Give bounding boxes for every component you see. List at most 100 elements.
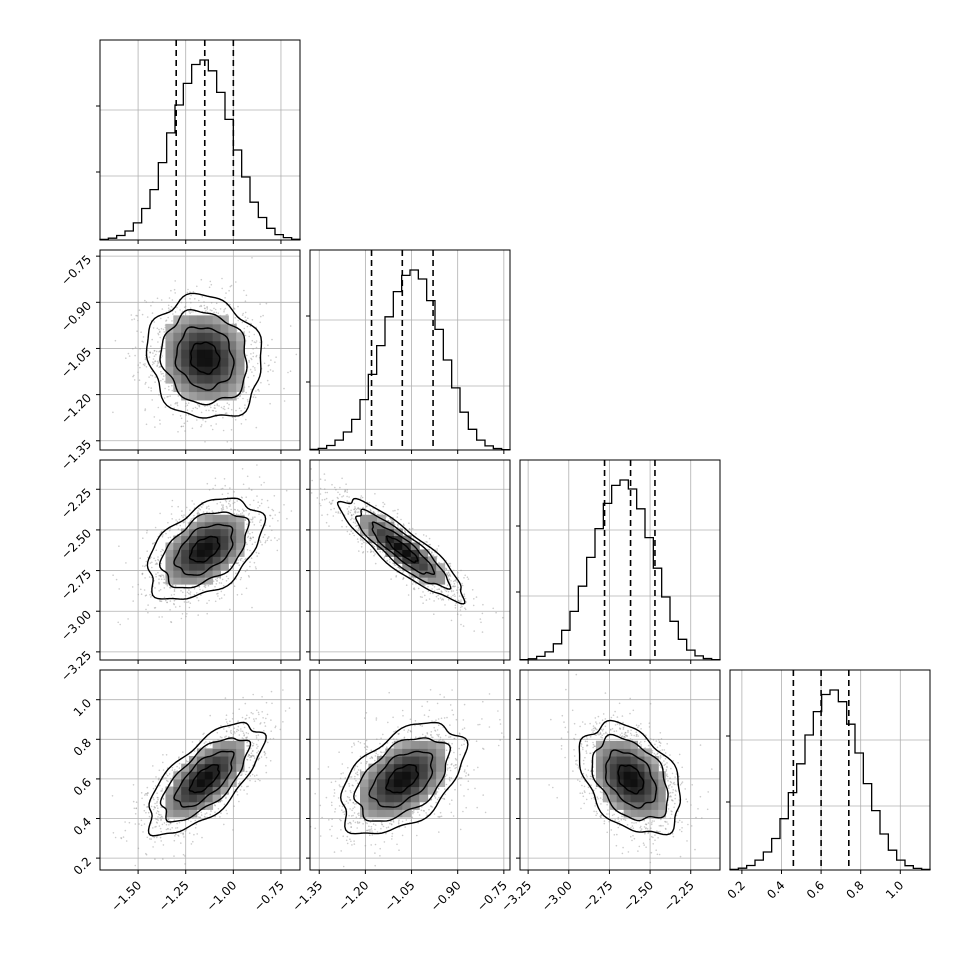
scatter-point (414, 720, 417, 722)
scatter-point (236, 509, 239, 511)
scatter-point (174, 835, 176, 837)
scatter-point (455, 602, 458, 604)
scatter-point (240, 728, 242, 730)
scatter-point (369, 508, 372, 511)
density-cell (616, 740, 625, 749)
scatter-point (375, 719, 378, 721)
scatter-point (652, 738, 655, 741)
scatter-point (678, 819, 681, 822)
scatter-point (176, 306, 178, 309)
scatter-point (560, 745, 563, 747)
scatter-point (155, 812, 158, 814)
scatter-point (158, 813, 160, 816)
scatter-point (261, 696, 263, 698)
scatter-point (204, 420, 207, 423)
scatter-point (495, 611, 497, 614)
scatter-point (239, 789, 242, 791)
scatter-point (356, 765, 359, 768)
scatter-point (204, 816, 207, 819)
scatter-point (235, 513, 238, 515)
scatter-point (670, 810, 672, 812)
scatter-point (464, 574, 467, 577)
scatter-point (288, 707, 291, 709)
scatter-point (142, 363, 145, 366)
scatter-point (225, 718, 227, 721)
contour-line (355, 508, 452, 590)
scatter-point (191, 500, 193, 502)
density-cell (658, 801, 666, 810)
scatter-point (455, 766, 458, 769)
scatter-point (233, 512, 235, 515)
scatter-point (616, 716, 619, 718)
scatter-point (591, 792, 594, 794)
scatter-point (152, 352, 154, 354)
scatter-point (219, 577, 221, 580)
density-cell (196, 778, 206, 788)
scatter-point (158, 769, 161, 772)
scatter-point (200, 305, 203, 308)
scatter-point (401, 820, 404, 823)
scatter-point (366, 822, 368, 825)
scatter-point (249, 775, 252, 777)
scatter-point (645, 827, 647, 829)
density-cell (212, 528, 221, 537)
density-cell (212, 756, 221, 765)
density-cell (173, 535, 182, 543)
scatter-point (233, 805, 235, 807)
scatter-point (467, 780, 470, 782)
scatter-point (248, 335, 250, 338)
density-cell (637, 771, 645, 780)
scatter-point (225, 580, 228, 582)
scatter-point (425, 812, 427, 814)
scatter-point (194, 406, 197, 409)
scatter-point (171, 389, 174, 392)
scatter-point (439, 693, 441, 696)
scatter-point (248, 359, 250, 362)
scatter-point (445, 749, 448, 752)
scatter-point (669, 817, 672, 820)
density-cell (228, 323, 237, 333)
density-cell (595, 756, 604, 765)
scatter-point (221, 277, 223, 280)
density-cell (212, 374, 221, 384)
scatter-point (603, 820, 606, 822)
scatter-point (222, 416, 224, 419)
scatter-point (684, 788, 686, 790)
scatter-point (362, 506, 364, 509)
density-cell (376, 771, 386, 780)
scatter-point (431, 551, 433, 554)
scatter-point (185, 402, 187, 405)
scatter-point (125, 357, 127, 360)
scatter-point (139, 557, 141, 559)
scatter-point (245, 391, 247, 394)
scatter-point (233, 501, 236, 504)
scatter-point (418, 814, 421, 816)
scatter-point (417, 579, 419, 581)
scatter-point (238, 782, 241, 785)
scatter-point (145, 811, 147, 814)
scatter-point (457, 599, 460, 602)
density-cell (228, 332, 237, 342)
scatter-point (171, 320, 173, 322)
density-cell (651, 786, 659, 795)
scatter-point (176, 401, 179, 404)
scatter-point (161, 308, 164, 310)
scatter-point (576, 759, 578, 762)
scatter-point (211, 309, 213, 312)
density-cell (609, 786, 618, 795)
density-cell (212, 366, 221, 376)
density-cell (419, 778, 429, 788)
histogram-frame (309, 249, 511, 451)
scatter-point (373, 545, 376, 548)
scatter-point (638, 742, 641, 745)
scatter-point (465, 772, 468, 774)
scatter-point (356, 538, 359, 540)
scatter-point (674, 797, 676, 800)
scatter-point (165, 777, 167, 779)
scatter-point (564, 726, 567, 729)
density-cell (220, 332, 229, 342)
scatter-point (624, 819, 627, 821)
density-cell (196, 577, 206, 585)
scatter-point (394, 509, 396, 512)
density-cell (220, 383, 229, 393)
